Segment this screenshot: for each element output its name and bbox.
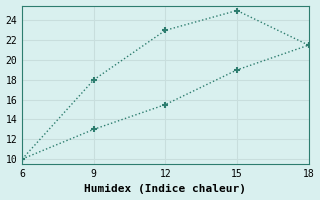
X-axis label: Humidex (Indice chaleur): Humidex (Indice chaleur) [84, 184, 246, 194]
